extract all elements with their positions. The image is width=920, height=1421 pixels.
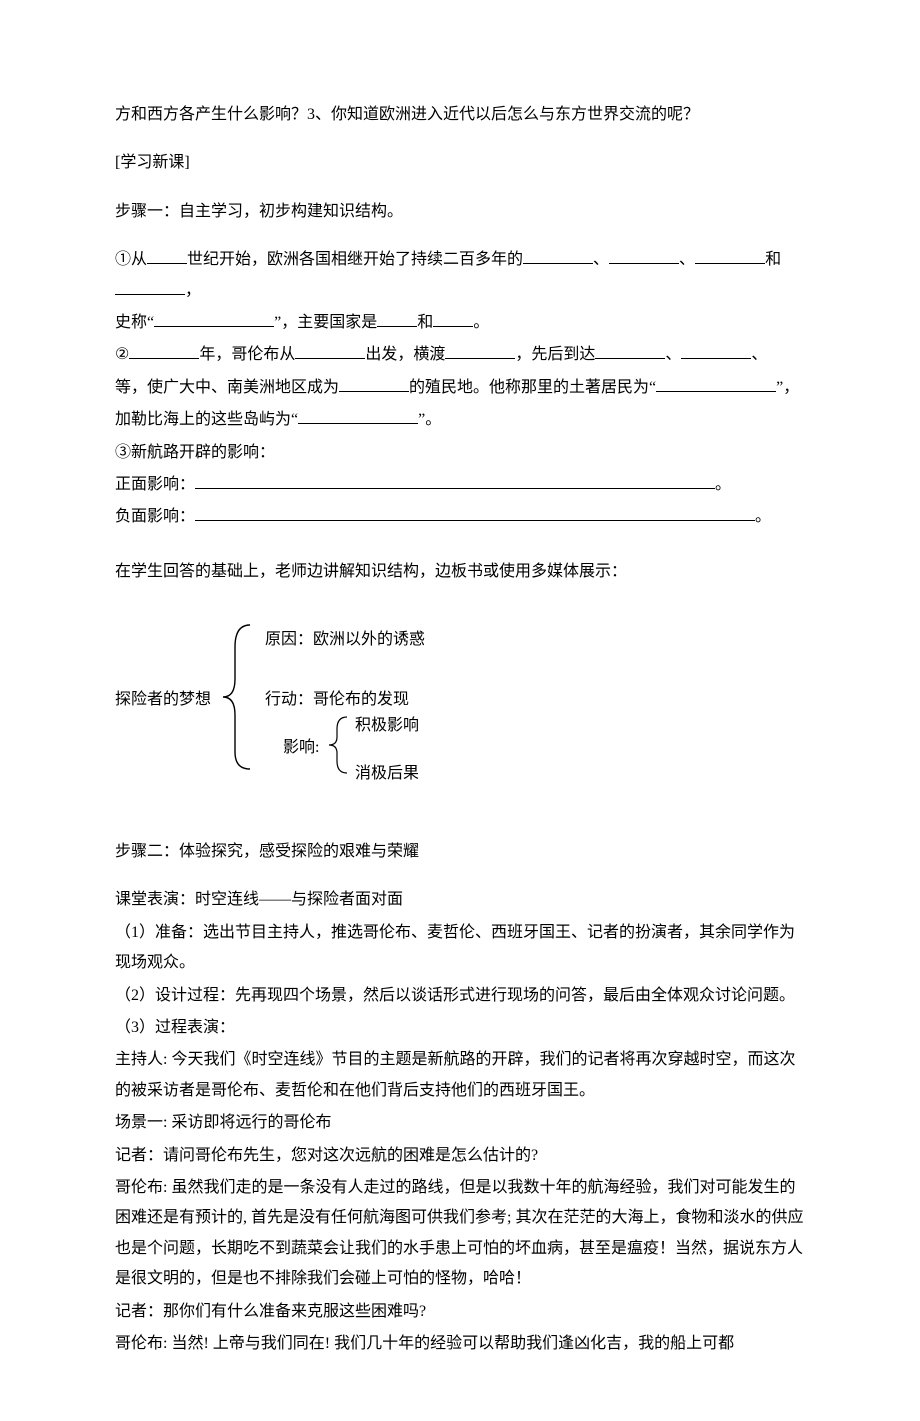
diagram-branch-1: 原因：欧洲以外的诱惑 [265, 625, 425, 655]
diagram-branch-3: 影响: [283, 733, 319, 763]
text: 世纪开始，欧洲各国相继开始了持续二百多年的 [187, 251, 523, 268]
text: 史称“ [115, 314, 154, 331]
fill-in-block: ①从世纪开始，欧洲各国相继开始了持续二百多年的、、和， 史称“”，主要国家是和。… [115, 245, 805, 533]
blank [147, 247, 187, 264]
text: 、 [593, 251, 609, 268]
step1-title: 步骤一：自主学习，初步构建知识结构。 [115, 197, 805, 227]
perf-1: （1）准备：选出节目主持人，推选哥伦布、麦哲伦、西班牙国王、记者的扮演者，其余同… [115, 918, 805, 979]
top-paragraph: 方和西方各产生什么影响？3、你知道欧洲进入近代以后怎么与东方世界交流的呢？ [115, 100, 805, 130]
blank [195, 472, 715, 489]
text: 加勒比海上的这些岛屿为“ [115, 411, 298, 428]
blank [609, 247, 679, 264]
text: 年，哥伦布从 [199, 346, 295, 363]
text: 出发，横渡 [365, 346, 445, 363]
text: ”，主要国家是 [274, 314, 377, 331]
text: ② [115, 346, 129, 363]
text: 、 [665, 346, 681, 363]
diagram-branch-3a: 积极影响 [355, 711, 419, 741]
text: ”， [776, 379, 799, 396]
diagram-branch-3b: 消极后果 [355, 759, 419, 789]
step2-title: 步骤二：体验探究，感受探险的艰难与荣耀 [115, 837, 805, 867]
text: ①从 [115, 251, 147, 268]
blank [523, 247, 593, 264]
columbus-a2: 哥伦布: 当然! 上帝与我们同在! 我们几十年的经验可以帮助我们逢凶化吉，我的船… [115, 1329, 805, 1359]
text: 等，使广大中、南美洲地区成为 [115, 379, 339, 396]
text: 。 [715, 476, 731, 493]
blank [298, 407, 418, 424]
perf-3: （3）过程表演： [115, 1013, 805, 1043]
blank [681, 342, 751, 359]
fill-line-8: 负面影响： 。 [115, 502, 805, 532]
blank [129, 342, 199, 359]
text: 和 [765, 251, 781, 268]
blank [656, 375, 776, 392]
performance-block: 课堂表演：时空连线——与探险者面对面 （1）准备：选出节目主持人，推选哥伦布、麦… [115, 885, 805, 1359]
reporter-q1: 记者：请问哥伦布先生，您对这次远航的困难是怎么估计的? [115, 1141, 805, 1171]
host-line: 主持人: 今天我们《时空连线》节目的主题是新航路的开辟，我们的记者将再次穿越时空… [115, 1045, 805, 1106]
performance-title: 课堂表演：时空连线——与探险者面对面 [115, 885, 805, 915]
text: ，先后到达 [515, 346, 595, 363]
fill-line-6: ③新航路开辟的影响： [115, 438, 805, 468]
perf-2: （2）设计过程：先再现四个场景，然后以谈话形式进行现场的问答，最后由全体观众讨论… [115, 981, 805, 1011]
fill-line-7: 正面影响： 。 [115, 470, 805, 500]
diagram-root: 探险者的梦想 [115, 685, 211, 715]
fill-line-3: ② 年，哥伦布从 出发，横渡 ，先后到达 、 、 [115, 340, 805, 370]
text: ”。 [418, 411, 441, 428]
blank [295, 342, 365, 359]
text: ， [185, 282, 201, 299]
teacher-note: 在学生回答的基础上，老师边讲解知识结构，边板书或使用多媒体展示： [115, 557, 805, 587]
blank [195, 504, 755, 521]
reporter-q2: 记者：那你们有什么准备来克服这些困难吗? [115, 1297, 805, 1327]
fill-line-1: ①从 世纪开始，欧洲各国相继开始了持续二百多年的 、 、 和 ， [115, 245, 805, 306]
concept-diagram: 探险者的梦想 原因：欧洲以外的诱惑 行动：哥伦布的发现 影响: 积极影响 消极后… [115, 607, 805, 787]
fill-line-5: 加勒比海上的这些岛屿为“ ”。 [115, 405, 805, 435]
section-label: [学习新课] [115, 148, 805, 178]
blank [154, 310, 274, 327]
text: 的殖民地。他称那里的土著居民为“ [409, 379, 656, 396]
text: 、 [679, 251, 695, 268]
text: 。 [473, 314, 489, 331]
blank [377, 310, 417, 327]
text: 负面影响： [115, 508, 195, 525]
columbus-a1: 哥伦布: 虽然我们走的是一条没有人走过的路线，但是以我数十年的航海经验，我们对可… [115, 1173, 805, 1295]
blank [695, 247, 765, 264]
text: 、 [751, 346, 767, 363]
scene1-title: 场景一: 采访即将远行的哥伦布 [115, 1108, 805, 1138]
blank [433, 310, 473, 327]
text: 正面影响： [115, 476, 195, 493]
blank [445, 342, 515, 359]
blank [115, 278, 185, 295]
text: 和 [417, 314, 433, 331]
blank [339, 375, 409, 392]
blank [595, 342, 665, 359]
fill-line-4: 等，使广大中、南美洲地区成为 的殖民地。他称那里的土著居民为“ ”， [115, 373, 805, 403]
text: 。 [755, 508, 771, 525]
fill-line-2: 史称“ ”，主要国家是 和 。 [115, 308, 805, 338]
document-page: 方和西方各产生什么影响？3、你知道欧洲进入近代以后怎么与东方世界交流的呢？ [学… [0, 0, 920, 1421]
